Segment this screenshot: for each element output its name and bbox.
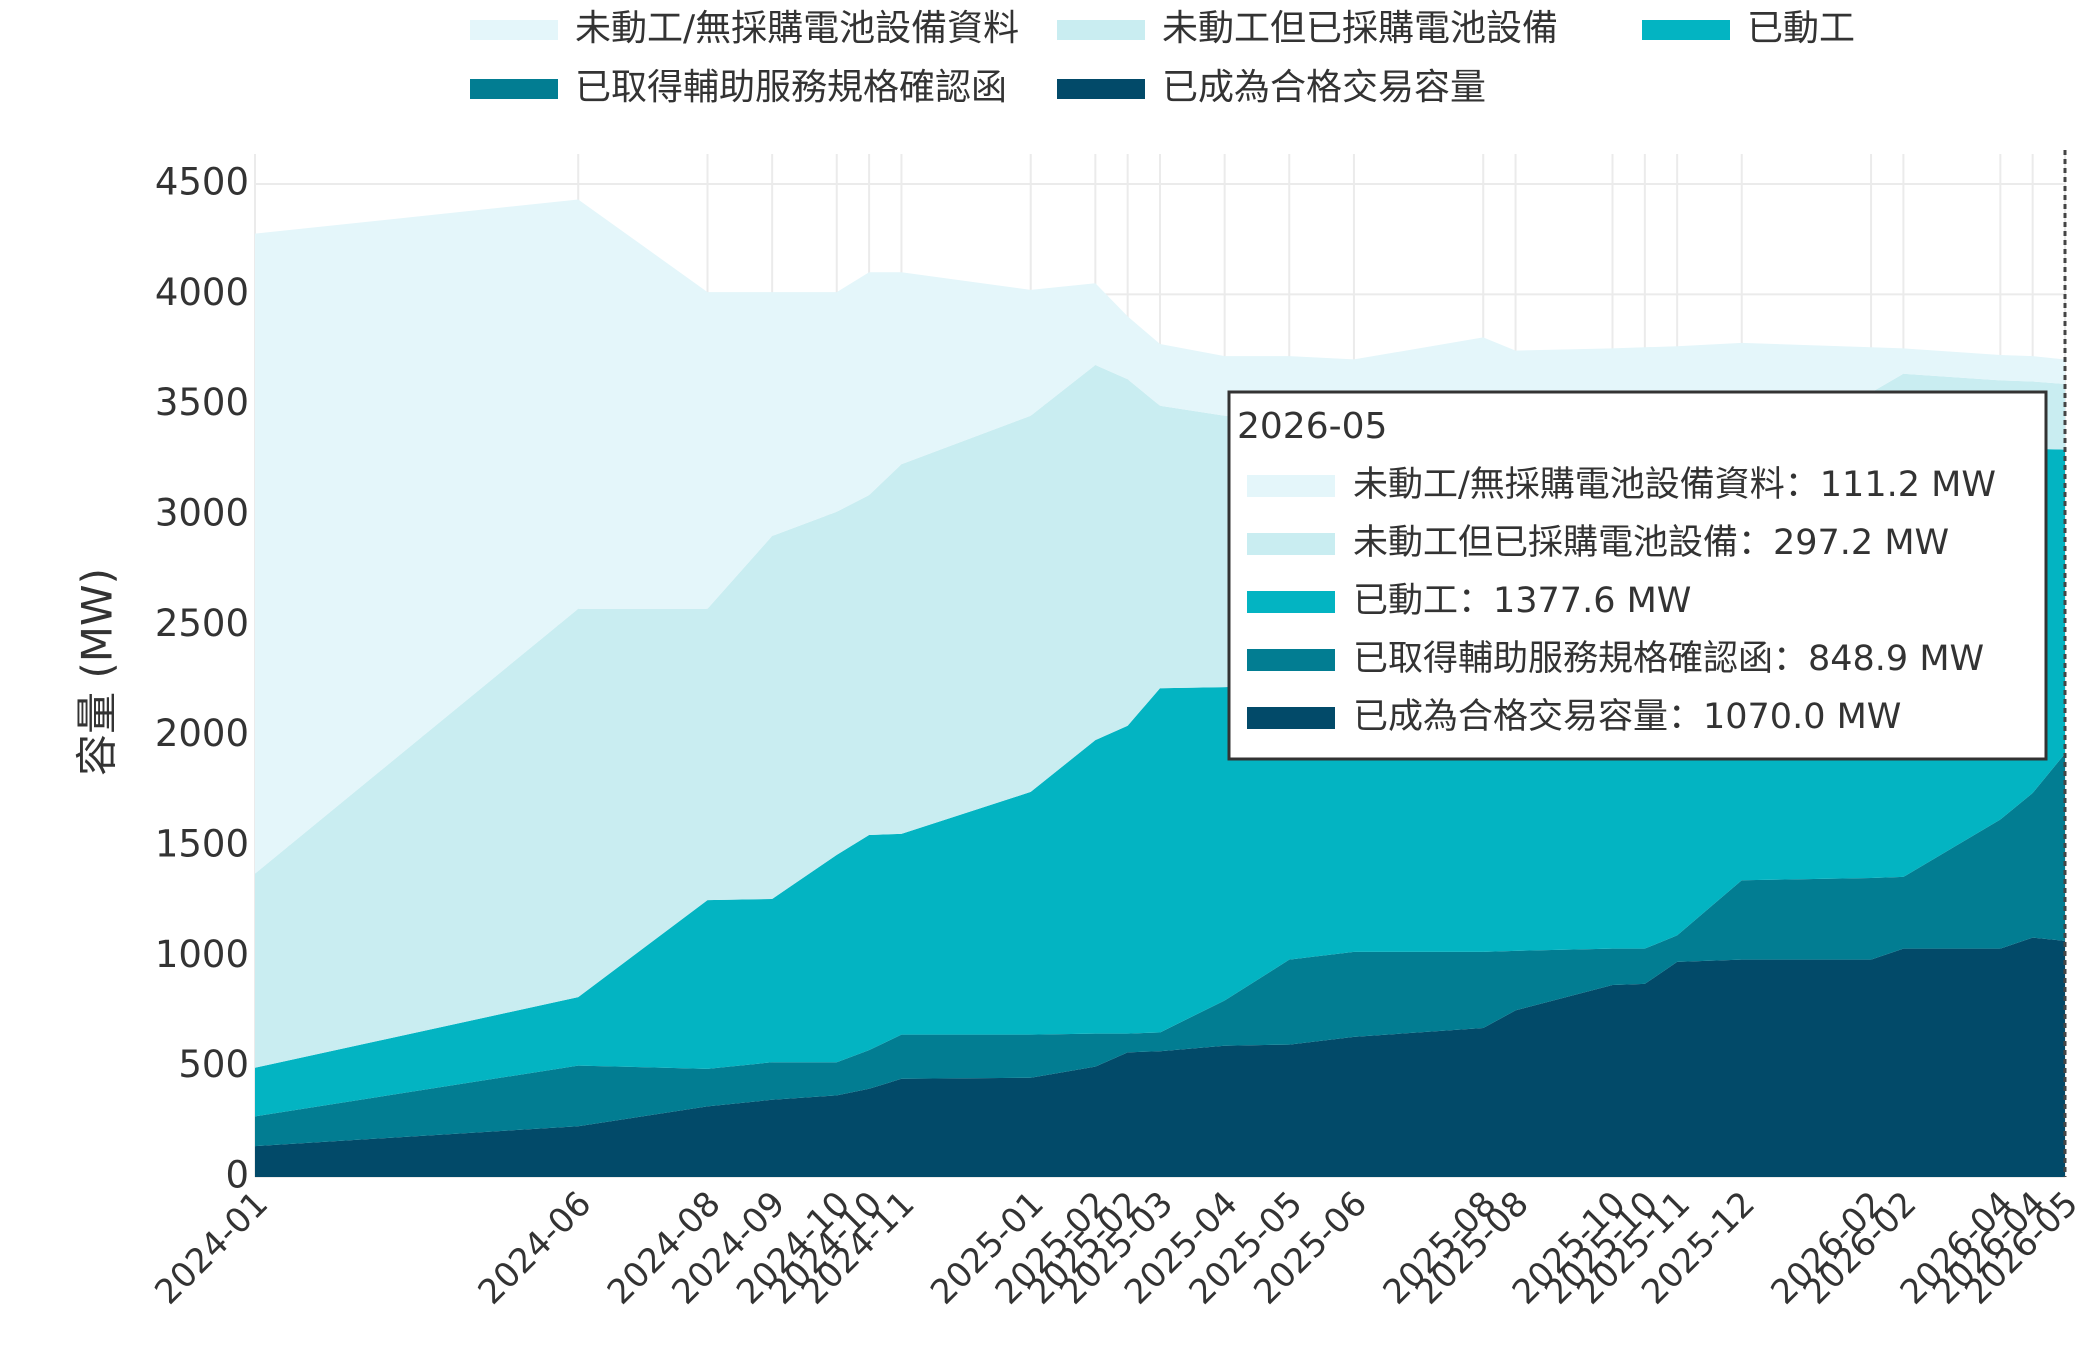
legend-swatch[interactable] bbox=[1642, 20, 1730, 40]
y-tick-label: 4500 bbox=[155, 161, 249, 204]
x-tick-label: 2024-06 bbox=[471, 1184, 600, 1313]
legend-label: 已成為合格交易容量 bbox=[1162, 67, 1486, 108]
y-tick-label: 1000 bbox=[155, 933, 249, 976]
tooltip-box bbox=[1227, 390, 2048, 761]
y-tick-label: 2000 bbox=[155, 712, 249, 755]
tooltip-title: 2026-05 bbox=[1237, 406, 1387, 447]
legend-swatch[interactable] bbox=[470, 20, 558, 40]
y-tick-label: 500 bbox=[178, 1043, 249, 1086]
y-tick-label: 3000 bbox=[155, 492, 249, 535]
x-tick-label: 2024-01 bbox=[147, 1184, 276, 1313]
legend-label: 已取得輔助服務規格確認函 bbox=[575, 67, 1007, 108]
y-tick-label: 3500 bbox=[155, 381, 249, 424]
y-tick-label: 1500 bbox=[155, 823, 249, 866]
y-tick-label: 4000 bbox=[155, 271, 249, 314]
tooltip-item: 已成為合格交易容量：1070.0 MW bbox=[1353, 697, 1901, 737]
area bbox=[255, 937, 2065, 1177]
tooltip-swatch bbox=[1247, 475, 1335, 497]
y-tick-label: 2500 bbox=[155, 602, 249, 645]
tooltip-swatch bbox=[1247, 591, 1335, 613]
tooltip-item: 未動工/無採購電池設備資料：111.2 MW bbox=[1353, 465, 1996, 505]
y-axis-title: 容量 (MW) bbox=[73, 568, 122, 776]
tooltip-item: 已動工：1377.6 MW bbox=[1353, 581, 1691, 621]
tooltip-item: 未動工但已採購電池設備：297.2 MW bbox=[1353, 523, 1949, 563]
legend-swatch[interactable] bbox=[470, 79, 558, 99]
legend-swatch[interactable] bbox=[1057, 20, 1145, 40]
legend-swatch[interactable] bbox=[1057, 79, 1145, 99]
legend-label: 已動工 bbox=[1747, 8, 1855, 49]
tooltip-swatch bbox=[1247, 707, 1335, 729]
y-tick-label: 0 bbox=[225, 1154, 249, 1197]
area bbox=[255, 448, 2065, 1117]
tooltip-swatch bbox=[1247, 649, 1335, 671]
tooltip-swatch bbox=[1247, 533, 1335, 555]
tooltip-item: 已取得輔助服務規格確認函：848.9 MW bbox=[1353, 639, 1984, 679]
area bbox=[255, 199, 2065, 874]
legend-label: 未動工/無採購電池設備資料 bbox=[575, 8, 1019, 49]
legend-label: 未動工但已採購電池設備 bbox=[1162, 8, 1558, 49]
area bbox=[255, 753, 2065, 1147]
